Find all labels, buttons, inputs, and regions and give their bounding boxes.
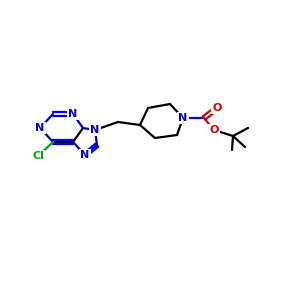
Text: N: N bbox=[90, 125, 100, 135]
Text: N: N bbox=[80, 150, 90, 160]
Text: O: O bbox=[212, 103, 222, 113]
Text: N: N bbox=[35, 123, 45, 133]
Text: O: O bbox=[209, 125, 219, 135]
Text: N: N bbox=[178, 113, 188, 123]
Text: N: N bbox=[68, 109, 78, 119]
Text: Cl: Cl bbox=[32, 151, 44, 161]
